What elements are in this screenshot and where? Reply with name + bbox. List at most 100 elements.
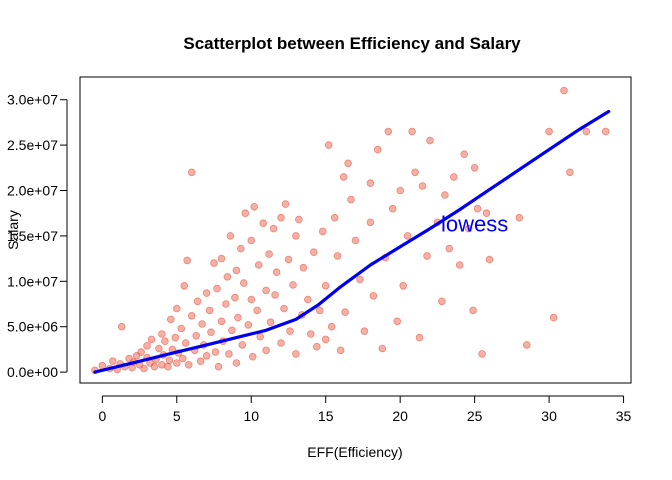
scatter-point xyxy=(259,219,268,228)
scatter-point xyxy=(272,268,281,277)
scatter-point xyxy=(266,318,275,327)
scatter-point xyxy=(217,254,226,263)
y-tick-label: 2.0e+07 xyxy=(7,183,58,199)
scatter-point xyxy=(369,291,378,300)
x-axis: 0 5 10 15 20 25 30 35 xyxy=(98,395,632,424)
scatter-point xyxy=(223,272,232,281)
y-tick-label: 0.0e+00 xyxy=(7,364,58,380)
scatter-point xyxy=(309,248,318,257)
scatter-point xyxy=(165,356,174,365)
scatter-point xyxy=(158,330,166,338)
scatter-point xyxy=(167,315,175,324)
scatter-point xyxy=(321,335,330,344)
y-axis: 0.0e+00 5.0e+06 1.0e+07 1.5e+07 2.0e+07 2.5e+… xyxy=(7,92,68,380)
scatter-point xyxy=(303,295,312,304)
scatter-point xyxy=(351,236,360,245)
scatter-point xyxy=(333,252,342,260)
scatter-point xyxy=(426,136,434,145)
scatter-point xyxy=(469,306,477,315)
y-tick-label: 2.5e+07 xyxy=(7,137,58,153)
scatter-point xyxy=(247,236,256,245)
scatter-point xyxy=(393,317,402,326)
lowess-annotation: lowess xyxy=(441,211,508,236)
scatter-point xyxy=(198,320,206,328)
scatter-point xyxy=(202,351,211,360)
scatter-point xyxy=(217,317,226,326)
scatter-point xyxy=(566,168,574,177)
x-tick-label: 0 xyxy=(98,408,106,424)
scatter-point xyxy=(339,173,348,181)
plot-frame xyxy=(79,76,632,384)
scatter-point xyxy=(179,354,187,363)
scatter-point xyxy=(117,322,126,331)
scatter-point xyxy=(549,313,558,322)
scatter-point xyxy=(265,250,273,258)
scatter-point xyxy=(403,232,412,240)
scatter-point xyxy=(411,168,419,177)
scatter-point xyxy=(225,350,233,358)
x-tick-label: 20 xyxy=(392,408,408,424)
scatter-point xyxy=(173,359,181,367)
scatter-point xyxy=(202,289,211,297)
scatter-point xyxy=(344,159,352,168)
scatter-point xyxy=(601,127,610,136)
scatter-point xyxy=(180,281,189,290)
scatter-point xyxy=(196,357,205,366)
scatter-point xyxy=(455,261,464,269)
scatter-point xyxy=(222,300,230,308)
scatter-point xyxy=(211,348,220,356)
scatter-point xyxy=(360,327,369,336)
scatter-point xyxy=(408,127,416,136)
scatter-point xyxy=(210,259,218,267)
scatter-point xyxy=(137,348,145,356)
scatter-point xyxy=(341,308,349,317)
scatter-point xyxy=(253,306,262,315)
scatter-point xyxy=(214,362,223,371)
scatter-point xyxy=(324,141,333,149)
x-tick-label: 30 xyxy=(541,408,557,424)
scatter-point xyxy=(187,311,196,320)
scatter-point xyxy=(181,339,190,347)
scatter-point xyxy=(277,339,285,347)
scatter-point xyxy=(234,313,242,322)
y-axis-label: Salary xyxy=(5,210,21,250)
x-tick-label: 5 xyxy=(173,408,181,424)
scatter-point xyxy=(254,261,263,269)
scatter-point xyxy=(460,150,469,159)
scatter-point xyxy=(560,86,568,95)
scatter-point xyxy=(205,306,214,315)
scatter-point xyxy=(327,322,336,331)
scatter-point xyxy=(256,332,265,341)
scatter-point xyxy=(438,297,446,306)
scatter-point xyxy=(318,227,327,236)
scatter-point xyxy=(280,304,288,313)
x-tick-label: 35 xyxy=(616,408,632,424)
scatter-points xyxy=(91,86,610,375)
scatter-point xyxy=(415,333,424,342)
scatter-point xyxy=(321,281,330,290)
scatter-point xyxy=(545,127,553,136)
lowess-line-group xyxy=(93,109,611,374)
scatter-point xyxy=(232,266,241,275)
scatter-point xyxy=(173,304,181,313)
scatter-point xyxy=(522,341,531,349)
scatter-point xyxy=(187,168,196,177)
scatter-point xyxy=(237,244,245,253)
scatter-point xyxy=(515,213,524,222)
scatter-point xyxy=(140,364,148,373)
scatter-point xyxy=(289,281,297,289)
scatter-point xyxy=(171,333,180,342)
scatter-point xyxy=(399,281,408,290)
scatter-point xyxy=(299,263,308,272)
scatter-point xyxy=(226,232,235,240)
scatter-point xyxy=(482,209,491,218)
scatter-point xyxy=(231,293,239,302)
scatter-point xyxy=(183,256,192,265)
scatter-point xyxy=(109,357,117,366)
scatter-point xyxy=(384,127,393,136)
scatter-point xyxy=(582,127,591,136)
chart-title: Scatterplot between Efficiency and Salar… xyxy=(183,34,521,53)
scatter-point xyxy=(241,209,250,218)
scatter-point xyxy=(373,145,382,154)
